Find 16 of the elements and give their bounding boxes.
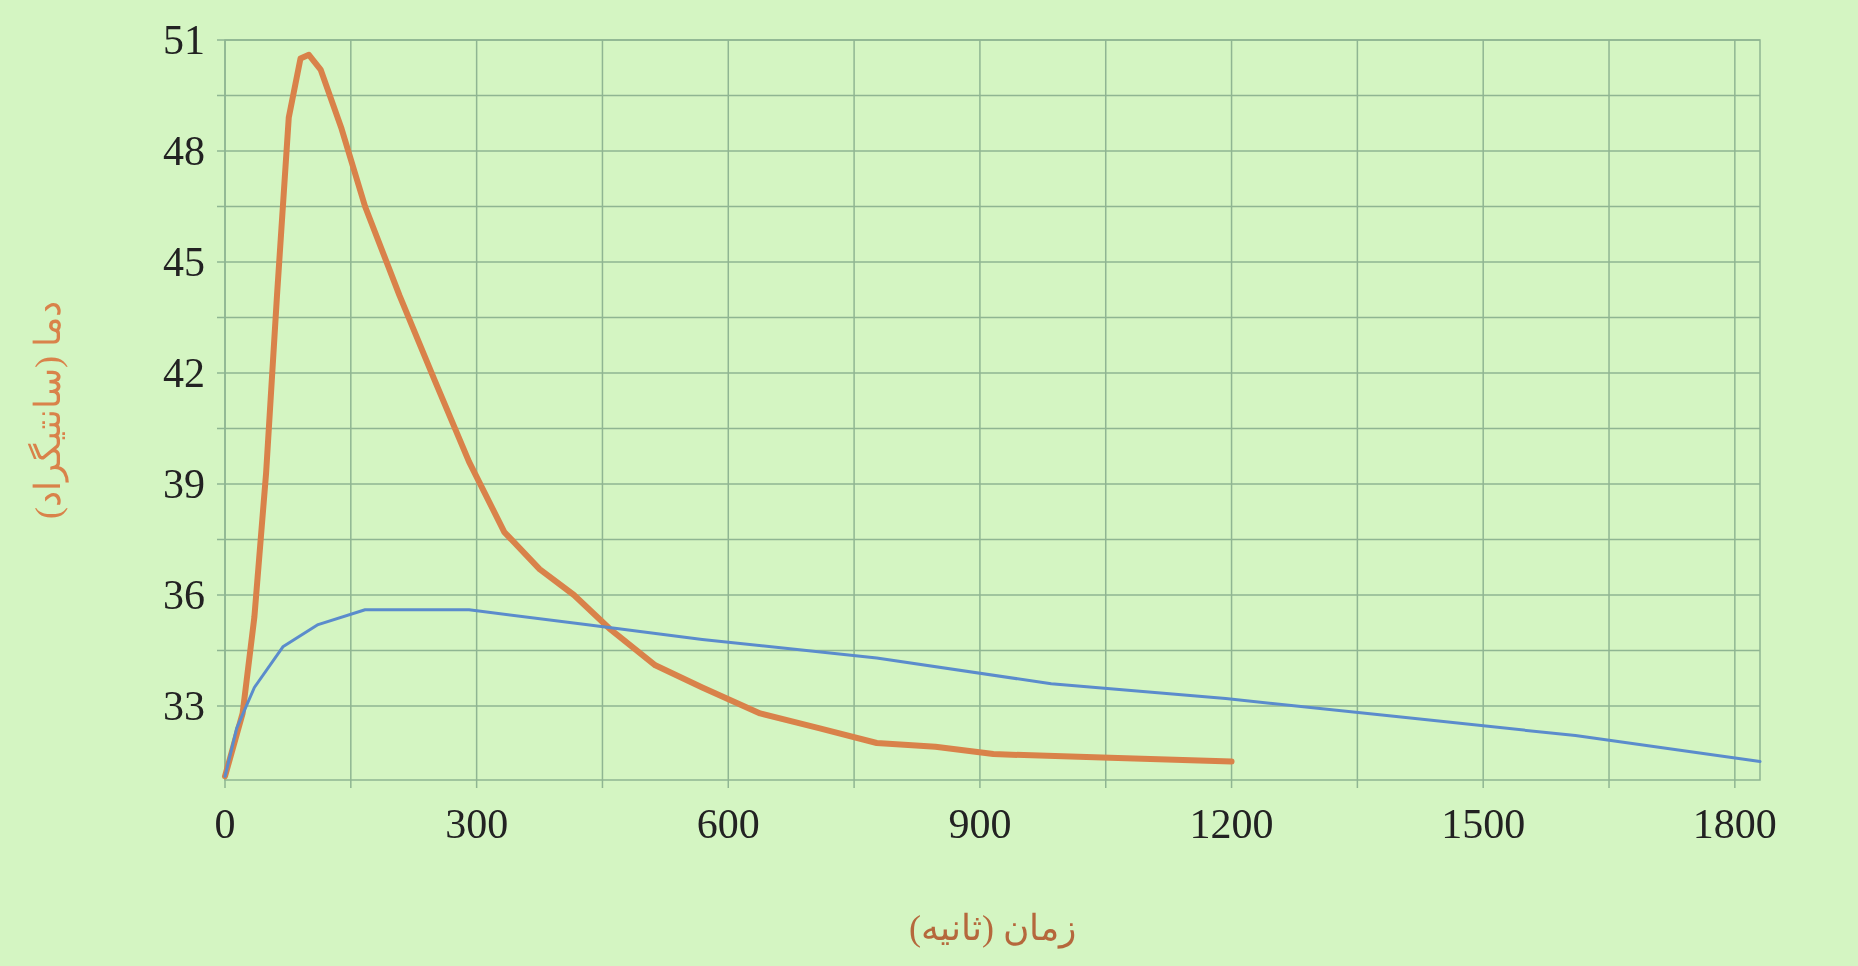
y-tick-label: 48: [163, 128, 205, 174]
y-tick-label: 45: [163, 239, 205, 285]
x-tick-label: 300: [445, 801, 509, 847]
y-axis-title: دما (سانتیگراد): [27, 301, 69, 519]
y-tick-label: 42: [163, 350, 205, 396]
x-tick-label: 600: [696, 801, 760, 847]
y-tick-label: 33: [163, 683, 205, 729]
x-tick-label: 0: [214, 801, 236, 847]
y-tick-label: 39: [163, 461, 205, 507]
x-tick-label: 1500: [1441, 801, 1526, 847]
x-tick-label: 1200: [1189, 801, 1274, 847]
y-tick-label: 36: [163, 572, 205, 618]
x-tick-label: 900: [948, 801, 1012, 847]
x-axis-title: زمان (ثانیه): [909, 908, 1076, 949]
x-tick-label: 1800: [1692, 801, 1777, 847]
y-tick-label: 51: [163, 17, 205, 63]
